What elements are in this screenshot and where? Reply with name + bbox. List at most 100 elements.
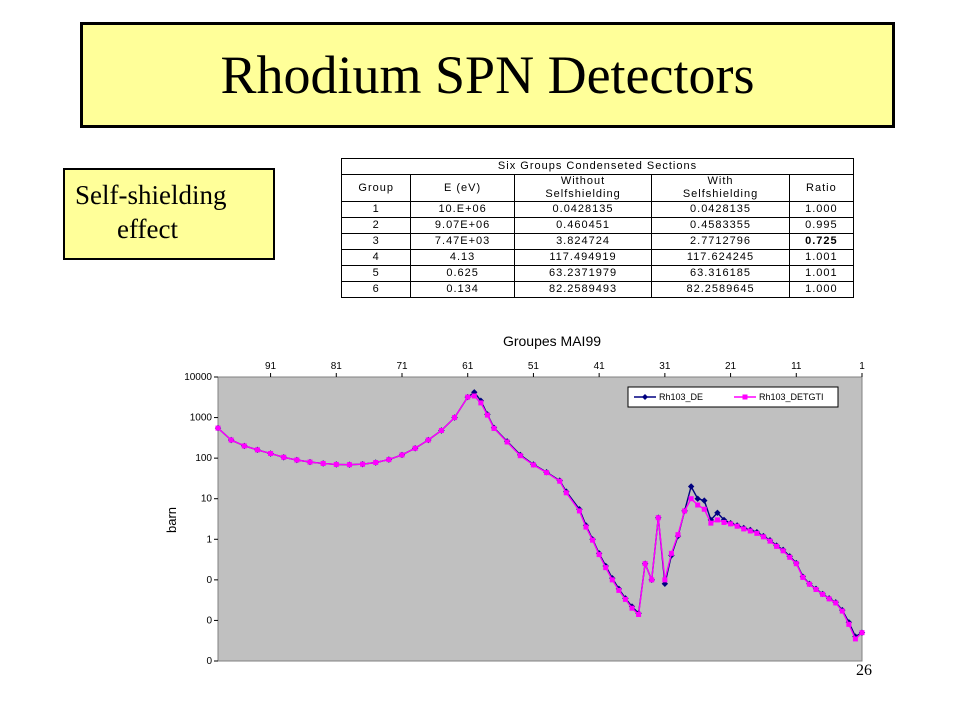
table-row: 5 0.625 63.2371979 63.316185 1.001: [340, 265, 855, 282]
table-cell: 0.0428135: [651, 201, 790, 218]
data-point: [320, 460, 326, 466]
data-point: [517, 453, 523, 459]
data-point: [268, 451, 274, 457]
data-point: [820, 591, 826, 597]
data-point: [281, 454, 287, 460]
table-cell: 3: [340, 233, 412, 250]
data-point: [774, 543, 780, 549]
table-header: E (eV): [410, 174, 515, 202]
data-point: [787, 554, 793, 560]
table-cell: 4.13: [410, 249, 515, 266]
table-header: With Selfshielding: [651, 174, 790, 202]
table-cell: 4: [340, 249, 412, 266]
data-point: [412, 445, 418, 451]
table-cell: 117.494919: [513, 249, 653, 266]
data-point: [465, 394, 471, 400]
table-cell: 3.824724: [513, 233, 653, 250]
chart-title: Groupes MAI99: [503, 333, 601, 349]
data-point: [688, 496, 694, 502]
legend-label: Rh103_DETGTI: [759, 392, 824, 402]
data-point: [576, 508, 582, 514]
y-tick-label: 0: [206, 656, 212, 667]
table-cell: 63.2371979: [513, 265, 653, 282]
x-tick-label: 21: [725, 361, 737, 372]
data-point: [590, 537, 596, 543]
data-point: [504, 439, 510, 445]
x-tick-label: 81: [331, 361, 343, 372]
data-point: [603, 565, 609, 571]
table-cell: 10.E+06: [410, 201, 515, 218]
data-point: [254, 447, 260, 453]
y-tick-label: 10000: [184, 372, 212, 383]
table-row: 4 4.13 117.494919 117.624245 1.001: [340, 249, 855, 266]
table-header: Without Selfshielding: [513, 174, 653, 202]
table-cell: 1.001: [788, 265, 855, 282]
data-point: [701, 497, 708, 504]
data-point: [478, 400, 484, 406]
data-point: [563, 490, 569, 496]
data-point: [813, 586, 819, 592]
data-point: [682, 508, 688, 514]
data-point: [741, 526, 747, 532]
table-header: Ratio: [788, 174, 855, 202]
table-cell: 63.316185: [651, 265, 790, 282]
legend-marker: [742, 394, 748, 400]
table-row: 2 9.07E+06 0.460451 0.4583355 0.995: [340, 217, 855, 234]
table-cell: 1.001: [788, 249, 855, 266]
y-axis-label: barn: [164, 507, 179, 533]
data-point: [694, 495, 701, 502]
x-tick-label: 41: [594, 361, 606, 372]
table-row: 6 0.134 82.2589493 82.2589645 1.000: [340, 281, 855, 298]
table-header-row: Group E (eV) Without Selfshielding With Se…: [340, 174, 855, 202]
data-point: [728, 521, 734, 527]
data-point: [360, 461, 366, 467]
data-point: [399, 452, 405, 458]
data-point: [793, 561, 799, 567]
data-point: [484, 412, 490, 418]
table-cell: 0.625: [410, 265, 515, 282]
table-row: 1 10.E+06 0.0428135 0.0428135 1.000: [340, 201, 855, 218]
data-point: [800, 574, 806, 580]
y-tick-label: 0: [206, 575, 212, 586]
data-point: [767, 538, 773, 544]
data-point: [708, 520, 714, 526]
x-tick-label: 51: [528, 361, 540, 372]
data-point: [806, 581, 812, 587]
data-point: [701, 506, 707, 512]
data-point: [622, 596, 628, 602]
data-point: [675, 532, 681, 538]
y-tick-label: 100: [195, 453, 212, 464]
data-point: [826, 596, 832, 602]
data-point: [491, 425, 497, 431]
data-point: [668, 550, 674, 556]
x-tick-label: 31: [659, 361, 671, 372]
table-cell: 2.7712796: [651, 233, 790, 250]
x-tick-label: 1: [859, 361, 865, 372]
data-point: [583, 524, 589, 530]
title-box: Rhodium SPN Detectors: [80, 22, 895, 128]
legend: [627, 386, 839, 408]
cross-section-table: Six Groups Condenseted Sections Group E …: [340, 158, 855, 298]
data-point: [544, 470, 550, 476]
y-tick-label: 10: [201, 494, 213, 505]
data-point: [714, 517, 720, 523]
data-point: [662, 577, 668, 583]
table-cell: 0.460451: [513, 217, 653, 234]
x-tick-label: 91: [265, 361, 277, 372]
table-cell: 82.2589645: [651, 281, 790, 298]
data-point: [452, 415, 458, 421]
y-tick-label: 1000: [190, 413, 213, 424]
table-cell: 117.624245: [651, 249, 790, 266]
x-tick-label: 61: [462, 361, 474, 372]
table-cell: 2: [340, 217, 412, 234]
data-point: [754, 530, 760, 536]
side-label-box: Self-shielding effect: [63, 168, 275, 260]
side-label-line1: Self-shielding: [75, 180, 227, 210]
data-point: [629, 605, 635, 611]
table-header: Group: [340, 174, 412, 202]
table-cell: 0.0428135: [513, 201, 653, 218]
data-point: [616, 587, 622, 593]
data-point: [386, 457, 392, 463]
